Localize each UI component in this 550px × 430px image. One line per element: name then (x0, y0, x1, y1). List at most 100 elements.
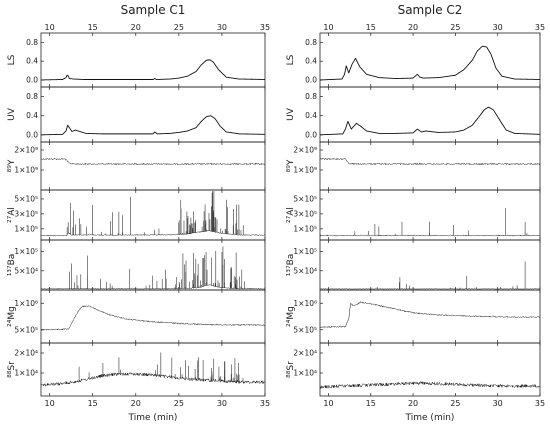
bottom-x-tick-label: 15 (88, 399, 98, 408)
top-x-tick-label: 20 (131, 23, 141, 32)
y-tick-label: 2×10⁴ (293, 349, 317, 358)
series-line (319, 381, 541, 389)
y-tick-label: 0.0 (26, 75, 38, 84)
panel-Al: 1×10⁵ 3×10⁵ 5×10⁵ ²⁷Al (7, 189, 266, 241)
panel-frame (40, 141, 266, 191)
series-line (40, 229, 266, 237)
panel-ylabel: UV (7, 107, 17, 121)
top-x-tick-label: 30 (493, 23, 503, 32)
bottom-x-tick-label: 35 (535, 399, 545, 408)
top-x-tick-label: 25 (174, 23, 184, 32)
y-tick-label: 5×10⁵ (14, 325, 38, 334)
y-tick-label: 0.0 (305, 75, 317, 84)
panel-Al: 1×10⁵ 3×10⁵ 5×10⁵ ²⁷Al (286, 189, 541, 241)
panel-LS: 0.0 0.4 0.8 LS (286, 32, 541, 88)
panel-ylabel: ²⁷Al (7, 207, 17, 223)
top-x-tick-label: 30 (217, 23, 227, 32)
y-tick-label: 0.4 (26, 111, 38, 120)
y-tick-label: 1×10⁵ (14, 224, 38, 233)
series-line (40, 115, 266, 136)
bottom-x-tick-label: 25 (174, 399, 184, 408)
y-tick-label: 5×10⁵ (293, 194, 317, 203)
panel-frame (319, 239, 541, 291)
y-tick-label: 2×10⁴ (14, 349, 38, 358)
top-x-tick-label: 20 (408, 23, 418, 32)
y-tick-label: 0.8 (305, 38, 317, 47)
y-tick-label: 2×10⁹ (14, 146, 38, 155)
panel-ylabel: UV (286, 107, 296, 121)
x-axis-label: Time (min) (128, 413, 178, 423)
y-tick-label: 1×10⁹ (293, 166, 317, 175)
panel-Sr: 1×10⁴ 2×10⁴ ⁸⁸Sr (7, 342, 266, 397)
y-tick-label: 5×10⁵ (293, 325, 317, 334)
top-x-tick-label: 15 (88, 23, 98, 32)
bottom-x-tick-label: 20 (408, 399, 418, 408)
chart-title: Sample C1 (121, 3, 186, 17)
panel-frame (319, 342, 541, 397)
panel-Y: 1×10⁹ 2×10⁹ ⁸⁹Y (286, 141, 541, 191)
panel-ylabel: ¹³⁷Ba (286, 254, 296, 277)
y-tick-label: 5×10⁴ (14, 266, 38, 275)
series-line (40, 305, 266, 331)
y-tick-label: 1×10⁵ (293, 247, 317, 256)
series-line (319, 301, 541, 329)
bottom-x-tick-label: 15 (366, 399, 376, 408)
bottom-x-tick-label: 35 (260, 399, 270, 408)
top-x-tick-label: 10 (323, 23, 333, 32)
y-tick-label: 1×10⁹ (14, 166, 38, 175)
y-tick-label: 2×10⁹ (293, 146, 317, 155)
y-tick-label: 1×10⁶ (293, 299, 317, 308)
panel-ylabel: ⁸⁸Sr (286, 361, 296, 378)
top-x-tick-label: 10 (45, 23, 55, 32)
panel-frame (40, 289, 266, 344)
y-tick-label: 0.4 (305, 57, 317, 66)
panel-ylabel: ⁸⁹Y (7, 159, 17, 172)
panel-ylabel: ²⁴Mg (7, 306, 17, 327)
panel-frame (40, 342, 266, 397)
top-x-tick-label: 15 (366, 23, 376, 32)
y-tick-label: 1×10⁵ (293, 224, 317, 233)
y-tick-label: 3×10⁵ (293, 209, 317, 218)
bottom-x-tick-label: 30 (217, 399, 227, 408)
series-line (40, 157, 266, 166)
top-x-tick-label: 25 (450, 23, 460, 32)
series-line (319, 157, 541, 166)
y-tick-label: 0.8 (305, 92, 317, 101)
chart-title: Sample C2 (398, 3, 463, 17)
y-tick-label: 0.8 (26, 38, 38, 47)
y-tick-label: 0.4 (26, 57, 38, 66)
panel-frame (319, 86, 541, 143)
bottom-x-tick-label: 25 (450, 399, 460, 408)
y-tick-label: 5×10⁴ (293, 266, 317, 275)
bottom-x-tick-label: 10 (323, 399, 333, 408)
y-tick-label: 3×10⁵ (14, 209, 38, 218)
y-tick-label: 1×10⁵ (14, 247, 38, 256)
y-tick-label: 5×10⁵ (14, 194, 38, 203)
panel-Sr: 1×10⁴ 2×10⁴ ⁸⁸Sr (286, 342, 541, 397)
bottom-x-tick-label: 20 (131, 399, 141, 408)
panel-ylabel: ²⁴Mg (286, 306, 296, 327)
panel-frame (319, 141, 541, 191)
series-line (40, 59, 266, 81)
x-axis-label: Time (min) (405, 413, 455, 423)
y-tick-label: 0.0 (26, 130, 38, 139)
top-x-tick-label: 35 (260, 23, 270, 32)
panel-frame (319, 32, 541, 88)
panel-ylabel: ⁸⁸Sr (7, 361, 17, 378)
top-x-tick-label: 35 (535, 23, 545, 32)
panel-ylabel: LS (286, 54, 296, 65)
panel-ylabel: ¹³⁷Ba (7, 254, 17, 277)
panel-UV: 0.0 0.4 0.8 UV (286, 86, 541, 143)
panel-Y: 1×10⁹ 2×10⁹ ⁸⁹Y (7, 141, 266, 191)
y-tick-label: 0.4 (305, 111, 317, 120)
y-tick-label: 1×10⁶ (14, 299, 38, 308)
series-line (319, 234, 541, 237)
panel-ylabel: LS (7, 54, 17, 65)
series-line (40, 284, 266, 290)
